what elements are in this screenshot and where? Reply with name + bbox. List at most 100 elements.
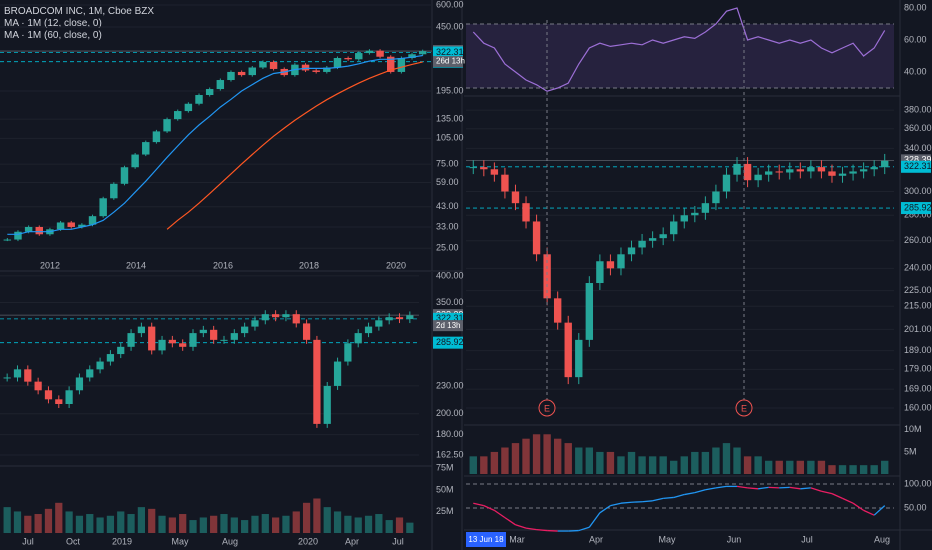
candle-body [870, 167, 878, 170]
candle-body [158, 339, 166, 351]
x-tick-label: Jul [22, 536, 34, 546]
stoch-line [800, 487, 811, 490]
candle-body [168, 339, 176, 344]
volume-bar [117, 511, 125, 533]
ma-line [7, 54, 423, 235]
volume-bar [44, 508, 53, 533]
candle-body [501, 174, 509, 192]
price-label: 285.92 [904, 202, 932, 212]
volume-bar [313, 498, 321, 533]
volume-bar [596, 451, 604, 474]
stoch-line [642, 500, 653, 503]
volume-bar [680, 456, 688, 474]
candle-body [743, 163, 752, 181]
candle-body [817, 167, 826, 172]
candle-body [355, 53, 363, 60]
volume-bar [659, 456, 667, 474]
volume-bar [261, 514, 269, 533]
stoch-line [536, 528, 548, 532]
y-tick-label: 400.00 [436, 270, 464, 280]
countdown-box [433, 56, 463, 68]
price-label-box [901, 160, 931, 173]
candle-body [3, 377, 11, 379]
price-label-box [433, 46, 463, 59]
y-tick-label: 195.00 [436, 85, 464, 95]
candle-body [78, 224, 86, 227]
candle-body [220, 339, 228, 341]
volume-bar [775, 460, 783, 474]
candle-body [469, 167, 477, 169]
candle-body [838, 173, 847, 176]
candle-body [195, 95, 203, 104]
candle-body [807, 167, 815, 172]
candle-body [385, 317, 393, 321]
candle-body [408, 54, 416, 58]
volume-bar [158, 515, 166, 533]
volume-bar [480, 456, 488, 474]
volume-bar [168, 517, 176, 533]
candle-body [237, 71, 246, 76]
stoch-line [863, 509, 875, 516]
candle-body [96, 361, 104, 370]
candle-body [117, 346, 125, 355]
candle-body [648, 238, 657, 241]
volume-bar [395, 517, 404, 533]
volume-bar [210, 515, 218, 533]
y-tick-label: 300.00 [904, 186, 932, 196]
countdown-box [433, 320, 463, 332]
volume-bar [55, 502, 63, 533]
candle-body [75, 377, 84, 391]
volume-bar [564, 443, 572, 474]
y-tick-label: 179.00 [904, 364, 932, 374]
event-marker [538, 399, 556, 417]
candle-body [259, 61, 267, 68]
ma-line [166, 61, 423, 230]
candle-body [386, 56, 395, 72]
volume-bar [469, 456, 477, 474]
volume-bar [354, 517, 362, 533]
candle-body [110, 183, 118, 199]
candle-body [148, 326, 156, 351]
stoch-line [789, 486, 801, 490]
candle-body [680, 215, 688, 222]
stoch-line [705, 487, 717, 491]
y-tick-label: 75.00 [436, 158, 459, 168]
candle-body [406, 315, 414, 320]
candle-body [24, 369, 32, 382]
candle-body [67, 222, 75, 227]
candle-body [282, 314, 290, 318]
candle-body [302, 323, 311, 340]
stoch-line [578, 526, 590, 532]
stoch-line [758, 486, 769, 490]
y-tick-label: 200.00 [436, 408, 464, 418]
price-label: 322.31 [904, 161, 932, 171]
volume-bar [648, 456, 657, 474]
candle-body [230, 333, 238, 340]
candle-body [227, 71, 235, 81]
volume-bar [817, 460, 826, 474]
volume-bar [522, 438, 530, 474]
candle-body [333, 57, 342, 68]
event-marker [735, 399, 753, 417]
volume-bar [220, 514, 228, 533]
volume-bar [106, 515, 115, 533]
candle-body [88, 216, 97, 225]
volume-bar [65, 511, 73, 533]
y-tick-label: 260.00 [904, 235, 932, 245]
volume-bar [34, 514, 42, 533]
rsi-band [466, 23, 894, 88]
volume-bar [712, 447, 720, 474]
candle-body [480, 167, 488, 170]
stoch-line [873, 505, 886, 516]
y-tick-label: 60.00 [904, 34, 927, 44]
volume-bar [553, 438, 562, 474]
volume-bar [96, 517, 104, 533]
y-tick-label: 169.00 [904, 384, 932, 394]
candle-body [14, 231, 22, 240]
candle-body [137, 326, 146, 334]
candle-body [733, 163, 741, 175]
stoch-line [494, 509, 506, 519]
candle-body [86, 369, 94, 378]
volume-bar [849, 465, 857, 474]
candle-body [543, 254, 551, 299]
